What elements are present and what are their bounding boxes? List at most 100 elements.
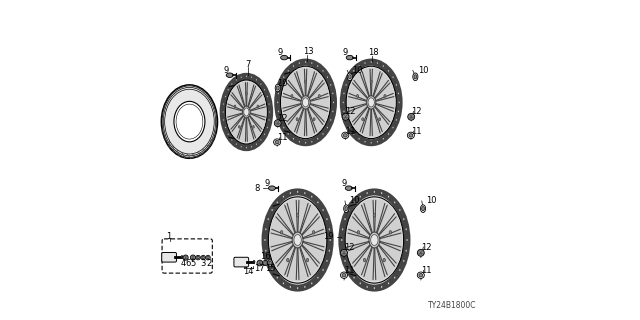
- Ellipse shape: [332, 110, 333, 112]
- Ellipse shape: [360, 282, 361, 284]
- Ellipse shape: [269, 261, 271, 265]
- Ellipse shape: [293, 65, 294, 67]
- Ellipse shape: [299, 62, 300, 64]
- Ellipse shape: [296, 118, 298, 121]
- Ellipse shape: [267, 96, 268, 97]
- Ellipse shape: [383, 258, 385, 262]
- Text: 10: 10: [352, 66, 362, 75]
- Ellipse shape: [330, 119, 332, 121]
- Ellipse shape: [239, 125, 240, 128]
- Ellipse shape: [287, 70, 289, 72]
- Ellipse shape: [329, 250, 330, 252]
- Text: 5: 5: [190, 259, 196, 268]
- Ellipse shape: [301, 96, 310, 109]
- Ellipse shape: [256, 79, 257, 81]
- Ellipse shape: [265, 228, 266, 230]
- Ellipse shape: [417, 249, 424, 256]
- Ellipse shape: [408, 132, 415, 139]
- Ellipse shape: [269, 198, 326, 282]
- Ellipse shape: [342, 113, 349, 120]
- Ellipse shape: [225, 80, 268, 144]
- Ellipse shape: [264, 190, 332, 290]
- Ellipse shape: [374, 287, 375, 289]
- Ellipse shape: [280, 119, 281, 121]
- FancyBboxPatch shape: [234, 257, 249, 267]
- Ellipse shape: [280, 84, 281, 86]
- Ellipse shape: [414, 75, 417, 79]
- Ellipse shape: [323, 269, 324, 271]
- Ellipse shape: [396, 119, 397, 121]
- Ellipse shape: [317, 276, 319, 279]
- Ellipse shape: [181, 256, 183, 259]
- Ellipse shape: [392, 127, 394, 128]
- Ellipse shape: [241, 76, 242, 78]
- Ellipse shape: [311, 196, 312, 198]
- Ellipse shape: [225, 96, 226, 97]
- Ellipse shape: [290, 286, 291, 288]
- Ellipse shape: [377, 62, 378, 64]
- Text: 12: 12: [345, 107, 356, 116]
- Ellipse shape: [268, 260, 269, 262]
- Ellipse shape: [280, 66, 331, 139]
- Ellipse shape: [369, 232, 380, 248]
- Ellipse shape: [330, 84, 332, 86]
- Ellipse shape: [353, 133, 355, 135]
- Ellipse shape: [312, 231, 315, 234]
- Text: 3: 3: [200, 259, 206, 268]
- Ellipse shape: [236, 143, 237, 145]
- Ellipse shape: [342, 228, 343, 230]
- Ellipse shape: [317, 201, 319, 204]
- Ellipse shape: [342, 273, 346, 277]
- Ellipse shape: [408, 113, 415, 120]
- Ellipse shape: [356, 94, 358, 97]
- Ellipse shape: [253, 125, 254, 128]
- Ellipse shape: [268, 260, 273, 266]
- Ellipse shape: [332, 92, 333, 94]
- Ellipse shape: [241, 146, 242, 148]
- Ellipse shape: [243, 106, 250, 118]
- Ellipse shape: [246, 92, 247, 95]
- FancyBboxPatch shape: [162, 252, 177, 262]
- Ellipse shape: [349, 127, 350, 128]
- Ellipse shape: [257, 105, 259, 108]
- Ellipse shape: [293, 138, 294, 140]
- Ellipse shape: [276, 276, 278, 279]
- Text: 10: 10: [277, 79, 287, 88]
- Ellipse shape: [346, 84, 347, 86]
- Ellipse shape: [292, 232, 303, 248]
- Ellipse shape: [349, 204, 386, 276]
- Ellipse shape: [272, 204, 309, 276]
- Text: 10: 10: [426, 196, 436, 205]
- Ellipse shape: [330, 239, 331, 241]
- Ellipse shape: [371, 142, 372, 144]
- Ellipse shape: [246, 147, 247, 148]
- Text: 9: 9: [264, 179, 270, 188]
- Text: 10: 10: [418, 66, 428, 75]
- Ellipse shape: [381, 192, 382, 194]
- Ellipse shape: [174, 101, 205, 142]
- Text: 6: 6: [186, 259, 191, 268]
- Ellipse shape: [327, 76, 328, 78]
- Ellipse shape: [303, 98, 308, 107]
- Ellipse shape: [353, 201, 355, 204]
- Ellipse shape: [296, 213, 299, 217]
- Ellipse shape: [326, 260, 328, 262]
- Ellipse shape: [283, 76, 284, 78]
- Ellipse shape: [394, 201, 396, 204]
- Ellipse shape: [333, 101, 334, 103]
- Ellipse shape: [190, 255, 196, 260]
- Ellipse shape: [264, 89, 265, 91]
- Text: 1: 1: [166, 232, 171, 242]
- Ellipse shape: [388, 196, 389, 198]
- Ellipse shape: [303, 99, 308, 106]
- Ellipse shape: [253, 260, 255, 263]
- Ellipse shape: [367, 286, 368, 288]
- Ellipse shape: [344, 218, 346, 220]
- Ellipse shape: [287, 258, 289, 262]
- Ellipse shape: [277, 61, 335, 144]
- Ellipse shape: [268, 197, 327, 283]
- Text: 7: 7: [245, 60, 251, 68]
- Text: 10: 10: [349, 196, 360, 205]
- Ellipse shape: [294, 236, 301, 244]
- Text: 9: 9: [277, 48, 283, 57]
